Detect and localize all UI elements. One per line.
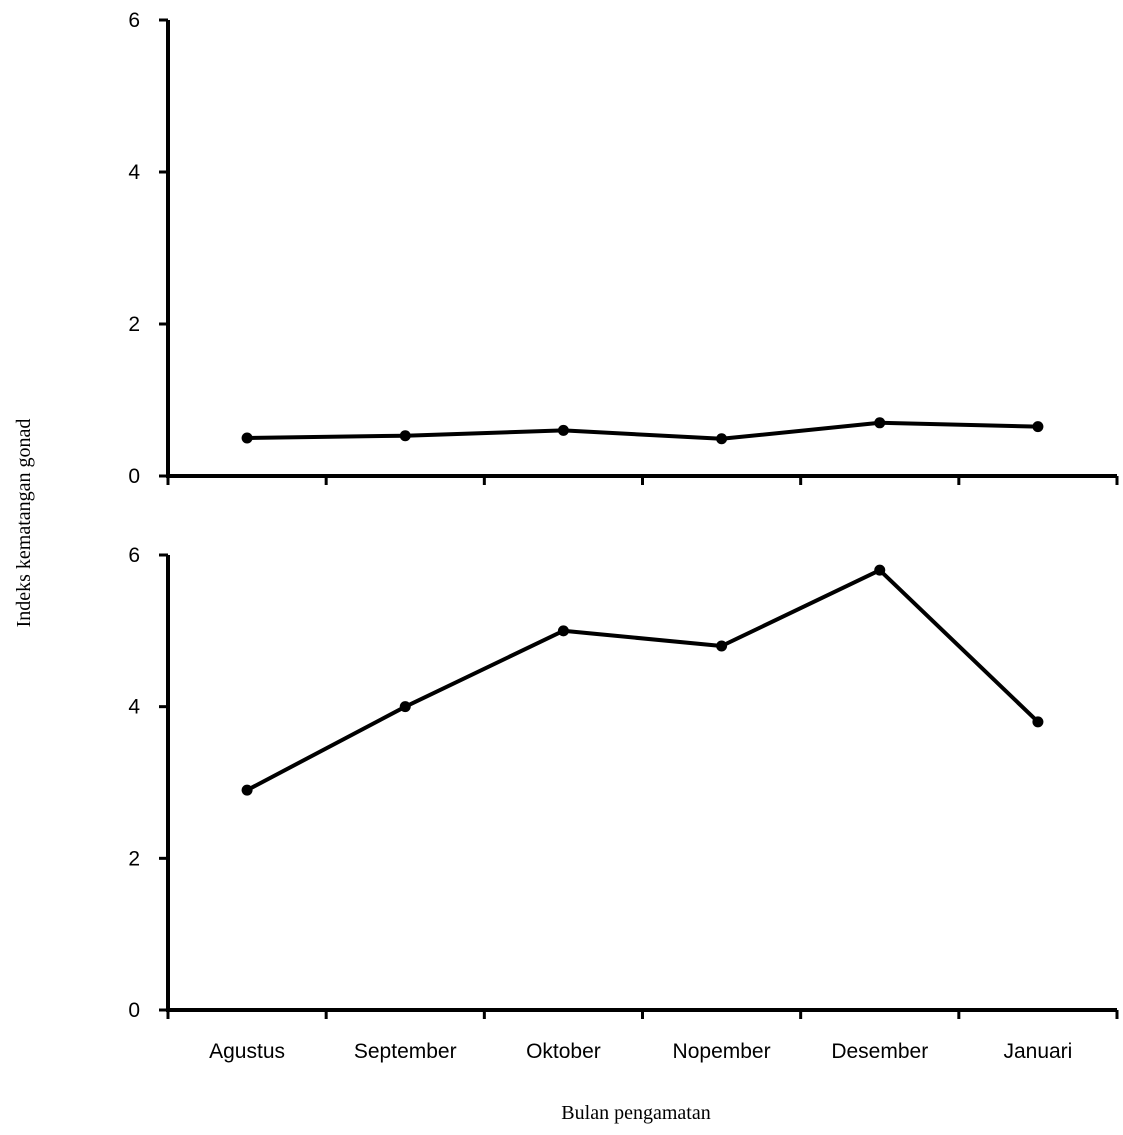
panel-1-data-point bbox=[241, 432, 253, 444]
panel-2-y-tick-label: 0 bbox=[128, 999, 140, 1022]
panel-1-y-tick-label: 2 bbox=[128, 313, 140, 336]
panel-2-x-tick-label: Desember bbox=[831, 1040, 928, 1063]
panel-2-series-line bbox=[246, 568, 1040, 792]
y-axis-title: Indeks kematangan gonad bbox=[13, 419, 35, 628]
panel-2-x-tick-label: Oktober bbox=[526, 1040, 601, 1063]
panel-2-x-tick-label: September bbox=[354, 1040, 457, 1063]
x-axis-title: Bulan pengamatan bbox=[561, 1102, 710, 1124]
panel-2-data-point bbox=[874, 564, 886, 576]
panel-2-data-point bbox=[399, 701, 411, 713]
panel-1-data-point bbox=[557, 424, 569, 436]
panel-2-y-tick-label: 4 bbox=[128, 696, 140, 719]
panel-2-x-tick-label: Agustus bbox=[209, 1040, 285, 1063]
panel-1-data-point bbox=[874, 417, 886, 429]
panel-2-data-point bbox=[716, 640, 728, 652]
panel-2-x-tick-label: Januari bbox=[1003, 1040, 1072, 1063]
panel-2-data-point bbox=[1032, 716, 1044, 728]
panel-1-y-tick-label: 4 bbox=[128, 161, 140, 184]
panel-1-series-line bbox=[247, 420, 1038, 441]
panel-1-data-point bbox=[716, 433, 728, 445]
panel-2-y-tick-label: 2 bbox=[128, 847, 140, 870]
panel-2-x-tick-label: Nopember bbox=[673, 1040, 771, 1063]
panel-2-data-point bbox=[241, 784, 253, 796]
panel-1-data-point bbox=[1032, 421, 1044, 433]
panel-1-data-point bbox=[399, 430, 411, 442]
panel-1-y-tick-label: 0 bbox=[128, 465, 140, 488]
panel-1-y-tick-label: 6 bbox=[128, 9, 140, 32]
panel-2-y-tick-label: 6 bbox=[128, 544, 140, 567]
panel-2-data-point bbox=[557, 625, 569, 637]
